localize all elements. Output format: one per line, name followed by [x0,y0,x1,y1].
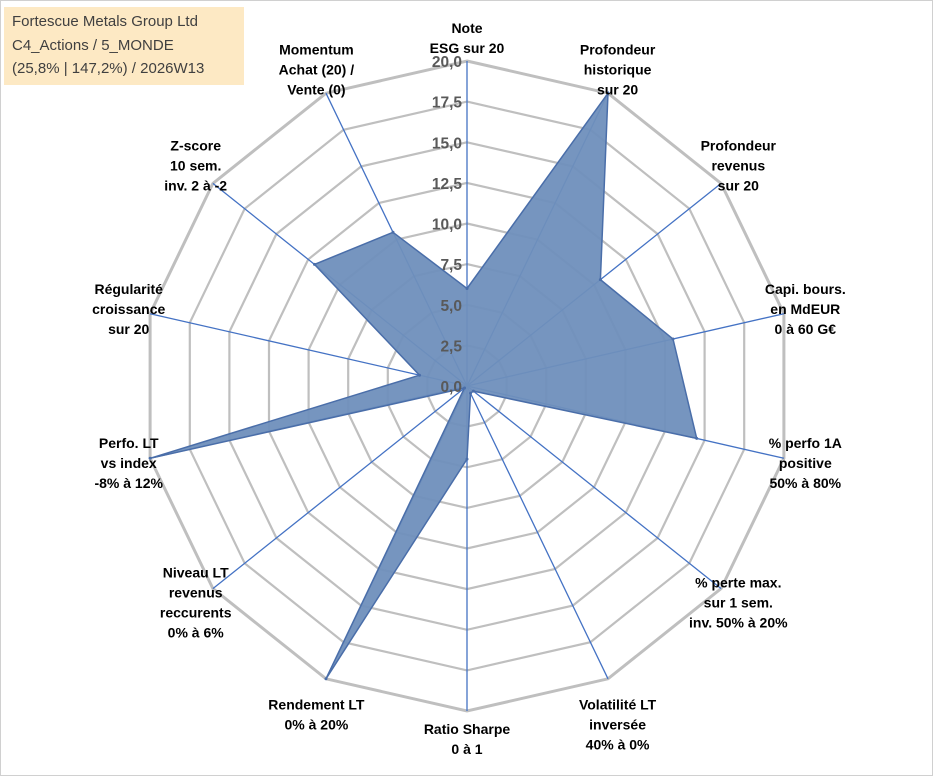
axis-label-3-line-0: Capi. bours. [765,281,846,297]
tick-label-5: 12,5 [432,176,463,193]
axis-label-10-line-2: -8% à 12% [94,475,163,491]
axis-label-2-line-2: sur 20 [718,178,759,194]
series-point-2 [598,278,602,282]
series-point-9 [463,386,466,390]
axis-label-9-line-3: 0% à 6% [168,624,225,640]
axis-label-10-line-0: Perfo. LT [99,435,159,451]
series-point-8 [324,677,328,681]
axis-label-0: Note ESG sur 20 [430,20,505,56]
axis-label-12-line-1: 10 sem. [170,158,221,174]
axis-label-5-line-0: % perte max. [695,574,781,590]
axis-label-9-line-0: Niveau LT [163,564,229,580]
axis-label-8-line-0: Rendement LT [268,697,365,713]
series-point-5 [471,389,475,393]
radar-axis-labels: Note ESG sur 20 Profondeur historique sur 20… [92,20,846,757]
tick-label-1: 2,5 [440,338,462,355]
axis-label-9-line-2: reccurents [160,604,232,620]
series-point-10 [148,456,152,460]
spoke-6 [466,385,609,680]
axis-label-4-line-2: 50% à 80% [769,475,841,491]
axis-label-13-line-2: Vente (0) [287,81,345,97]
series-area-0 [149,90,698,680]
axis-label-1-line-0: Profondeur [580,41,656,57]
chart-title-box: Fortescue Metals Group Ltd C4_Actions / … [4,7,244,85]
spoke-9 [212,385,468,590]
series-point-4 [695,436,699,440]
axis-label-5-line-2: inv. 50% à 20% [689,614,788,630]
axis-label-8: Rendement LT 0% à 20% [268,697,365,733]
portfolio-path: C4_Actions / 5_MONDE [12,36,174,54]
axis-label-6-line-0: Volatilité LT [579,697,657,713]
axis-label-5: % perte max. sur 1 sem. inv. 50% à 20% [689,574,788,630]
axis-label-13: Momentum Achat (20) / Vente (0) [279,41,355,97]
tick-label-7: 17,5 [432,95,463,112]
series-point-13 [391,230,395,234]
tick-label-4: 10,0 [432,217,462,234]
axis-label-7: Ratio Sharpe 0 à 1 [424,721,511,757]
series-point-7 [465,457,469,461]
axis-label-6: Volatilité LT inversée 40% à 0% [579,697,657,753]
axis-label-1-line-1: historique [584,61,652,77]
axis-label-5-line-1: sur 1 sem. [704,594,773,610]
axis-label-13-line-1: Achat (20) / [279,61,355,77]
axis-label-1-line-2: sur 20 [597,81,638,97]
axis-label-2-line-1: revenus [711,158,765,174]
axis-label-6-line-1: inversée [589,717,646,733]
axis-label-12-line-0: Z-score [170,138,221,154]
axis-label-3-line-2: 0 à 60 G€ [775,321,837,337]
axis-label-1: Profondeur historique sur 20 [580,41,656,97]
axis-label-4-line-0: % perfo 1A [769,435,842,451]
axis-label-9: Niveau LT revenus reccurents 0% à 6% [160,564,232,640]
axis-label-4-line-1: positive [779,455,832,471]
tick-label-0: 0,0 [440,379,462,396]
axis-label-7-line-0: Ratio Sharpe [424,721,511,737]
radar-series [148,90,699,681]
axis-label-11-line-0: Régularité [94,281,163,297]
axis-label-13-line-0: Momentum [279,41,354,57]
axis-label-10: Perfo. LT vs index -8% à 12% [94,435,163,491]
tick-label-3: 7,5 [440,257,462,274]
axis-label-3-line-1: en MdEUR [770,301,840,317]
axis-label-7-line-1: 0 à 1 [451,741,482,757]
series-point-1 [606,91,610,95]
axis-label-10-line-1: vs index [101,455,157,471]
spoke-5 [466,385,722,590]
axis-label-8-line-1: 0% à 20% [284,717,348,733]
tick-label-6: 15,0 [432,135,462,152]
axis-label-11-line-1: croissance [92,301,165,317]
axis-label-3: Capi. bours. en MdEUR 0 à 60 G€ [765,281,846,337]
axis-label-12-line-2: inv. 2 à -2 [164,178,227,194]
axis-label-12: Z-score 10 sem. inv. 2 à -2 [164,138,227,194]
axis-label-0-line-0: Note [451,20,482,36]
series-point-6 [469,391,472,395]
company-name: Fortescue Metals Group Ltd [12,13,198,30]
spoke-11 [149,313,468,387]
axis-label-2: Profondeur revenus sur 20 [701,138,777,194]
axis-label-4: % perfo 1A positive 50% à 80% [769,435,842,491]
tick-label-8: 20,0 [432,54,462,71]
score-summary: (25,8% | 147,2%) / 2026W13 [12,60,205,77]
series-point-3 [671,337,675,341]
series-point-12 [313,262,316,266]
axis-label-11-line-2: sur 20 [108,321,149,337]
axis-label-9-line-1: revenus [169,584,223,600]
axis-label-0-line-1: ESG sur 20 [430,40,505,56]
axis-label-2-line-0: Profondeur [701,138,777,154]
series-point-0 [465,287,469,290]
axis-label-6-line-2: 40% à 0% [586,737,650,753]
axis-label-11: Régularité croissance sur 20 [92,281,165,337]
radar-tick-labels: 0,0 2,5 5,0 7,5 10,0 12,5 15,0 17,5 20,0 [432,54,463,396]
tick-label-2: 5,0 [440,298,462,315]
series-point-11 [418,373,421,377]
